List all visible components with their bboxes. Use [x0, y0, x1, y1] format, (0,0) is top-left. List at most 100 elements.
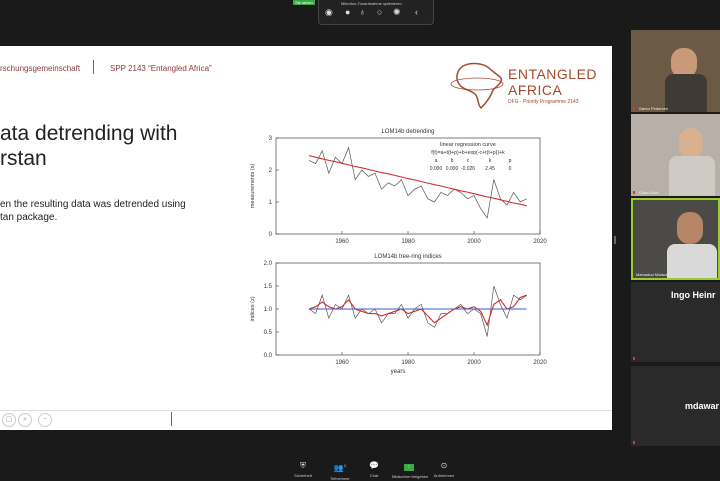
param-name: c	[467, 158, 470, 164]
participant-tile-2[interactable]: Clara Sziel	[631, 114, 720, 196]
slide-tool-icon[interactable]: ▢	[2, 413, 16, 427]
share-screen-icon: ↑	[392, 462, 426, 471]
split-handle[interactable]	[614, 236, 616, 244]
chart-title: LOM14b detrending	[381, 129, 434, 135]
audio-toolbar: Mikrofon-Tonaufnahme optimieren ◉ ● ♁ ○ …	[318, 0, 434, 25]
shared-slide: rschungsgemeinschaft SPP 2143 “Entangled…	[0, 46, 612, 430]
slide-body-line1: en the resulting data was detrended usin…	[0, 199, 186, 210]
y-tick-label: 0	[269, 232, 273, 238]
logo-word-africa: AFRICA	[508, 82, 563, 98]
param-value: 2.45	[485, 166, 495, 172]
participant-name: Mamadou Mdawar	[636, 272, 670, 277]
mic-muted-icon	[633, 107, 635, 110]
header-right-text: SPP 2143 “Entangled Africa”	[110, 64, 212, 73]
annotation-formula: f(t)=a+t(t+p)+b+exp(-c+t(t+p))+k	[431, 150, 505, 156]
participants-count: 1	[343, 463, 347, 468]
series-line-1	[308, 155, 527, 207]
participant-tile-5[interactable]: mdawar	[631, 366, 720, 446]
shield-icon: ⛨	[300, 461, 306, 470]
participant-name: Clara Sziel	[639, 190, 659, 195]
param-value: 0	[509, 166, 512, 172]
participant-tile-1[interactable]: Søren Pedersen	[631, 30, 720, 112]
slide-body-line2: tan package.	[0, 212, 58, 223]
africa-logo-icon	[450, 62, 504, 110]
share-screen-label: Bildschirm freigeben	[392, 474, 429, 479]
audio-caption: Mikrofon-Tonaufnahme optimieren	[341, 1, 402, 6]
tree-ring-indices-chart: LOM14b tree-ring indices 1960 1980 2000 2020…	[250, 254, 547, 375]
y-tick-label: 2	[269, 168, 273, 174]
param-name: b	[451, 158, 454, 164]
x-tick-label: 1980	[401, 360, 415, 366]
meeting-controls-bar	[0, 456, 720, 480]
chat-label: Chat	[369, 473, 379, 478]
slide-title-line2: rstan	[0, 147, 47, 170]
y-tick-label: 1.5	[264, 284, 273, 290]
series-line-1	[308, 294, 527, 327]
participant-video-icon	[677, 212, 703, 244]
mic-muted-icon	[633, 357, 635, 360]
detrending-chart: LOM14b detrending 1960 1980 2000 2020 0 1 2 3 mea…	[250, 129, 547, 245]
param-name: a	[435, 158, 438, 164]
y-axis-label: indices (z)	[250, 296, 256, 321]
security-label: Sicherheit	[294, 473, 312, 478]
header-left-text: rschungsgemeinschaft	[0, 64, 81, 73]
mic-muted-icon	[633, 191, 635, 194]
x-tick-label: 2020	[533, 360, 547, 366]
annotation-title: linear regression curve	[440, 142, 496, 148]
param-value: 0.000	[430, 166, 443, 172]
y-tick-label: 1	[269, 200, 273, 206]
x-tick-label: 2020	[533, 239, 547, 245]
participant-tile-3-active[interactable]: Mamadou Mdawar	[631, 198, 720, 280]
series-line-0	[308, 146, 527, 219]
participant-big-name: mdawar	[685, 401, 720, 411]
x-tick-label: 1960	[335, 360, 349, 366]
minus-icon[interactable]: −	[38, 413, 52, 427]
participants-button[interactable]: 👥1 Teilnehmer	[323, 462, 357, 481]
record-icon: ⊙	[440, 461, 448, 470]
logo-word-entangled: ENTANGLED	[508, 66, 598, 82]
microphone-icon[interactable]: ♁	[359, 7, 366, 17]
participant-body	[667, 244, 717, 278]
header-separator	[93, 60, 94, 74]
y-tick-label: 0.5	[264, 330, 273, 336]
viewing-indicator[interactable]: Sie sehen	[293, 0, 315, 5]
x-tick-label: 2000	[467, 360, 481, 366]
chart-title: LOM14b tree-ring indices	[374, 254, 441, 260]
mic-muted-icon	[633, 441, 635, 444]
param-value: 0.000	[446, 166, 459, 172]
param-name: k	[489, 158, 492, 164]
chat-button[interactable]: 💬 Chat	[357, 461, 391, 479]
param-value: -0.026	[461, 166, 475, 172]
settings-icon[interactable]: ✺	[393, 7, 401, 17]
participants-icon: 👥1	[333, 463, 347, 473]
participant-tile-4[interactable]: Ingo Heinr	[631, 282, 720, 362]
chat-icon: 💬	[369, 461, 379, 470]
security-button[interactable]: ⛨ Sicherheit	[286, 461, 320, 479]
y-tick-label: 1.0	[264, 307, 273, 313]
participant-big-name: Ingo Heinr	[671, 290, 716, 300]
x-tick-label: 2000	[467, 239, 481, 245]
param-name: p	[509, 158, 512, 164]
participant-body	[665, 74, 707, 112]
zoom-icon[interactable]: ⌕	[18, 413, 32, 427]
y-tick-label: 2.0	[264, 261, 273, 267]
x-axis-label: years	[391, 369, 406, 375]
y-tick-label: 0.0	[264, 353, 273, 359]
participant-video-icon	[671, 48, 697, 78]
collapse-icon[interactable]: ‹	[415, 7, 418, 17]
participant-name: Søren Pedersen	[639, 106, 669, 111]
series-line-0	[308, 285, 528, 337]
record-dot-icon[interactable]: ●	[345, 7, 351, 17]
share-screen-button[interactable]: ↑ Bildschirm freigeben	[392, 462, 429, 479]
x-tick-label: 1960	[335, 239, 349, 245]
participant-body	[669, 156, 715, 196]
participants-label: Teilnehmer	[330, 475, 350, 481]
y-tick-label: 3	[269, 136, 273, 142]
hp-logo-icon: ◉	[325, 7, 333, 17]
y-axis-label: measurements (s)	[250, 164, 256, 208]
circle-icon[interactable]: ○	[377, 7, 383, 17]
logo-subtitle: DFG - Priority Programme 2143	[508, 99, 579, 105]
slide-footer-rule	[0, 410, 612, 411]
record-button[interactable]: ⊙ Aufnehmen	[427, 461, 461, 479]
slide-title-line1: ata detrending with	[0, 122, 178, 145]
